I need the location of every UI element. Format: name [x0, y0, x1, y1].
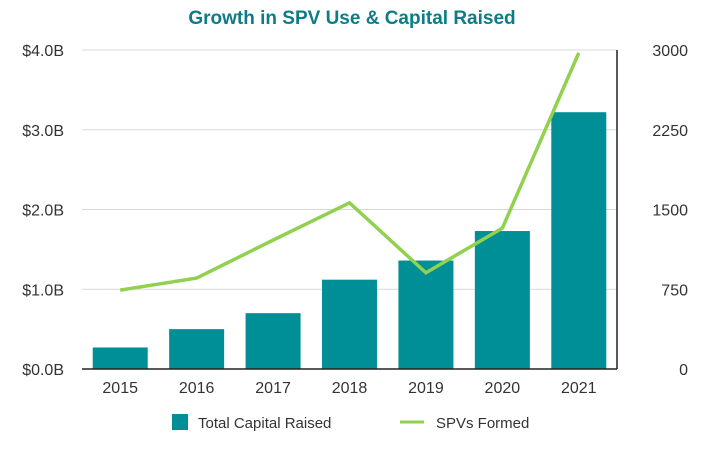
legend: Total Capital Raised SPVs Formed — [172, 414, 529, 432]
bar-2015 — [93, 347, 148, 369]
chart-title: Growth in SPV Use & Capital Raised — [188, 8, 515, 29]
right-tick-label: 3000 — [652, 43, 688, 60]
x-tick-label: 2019 — [408, 380, 444, 397]
x-tick-label: 2021 — [561, 380, 597, 397]
bar-2017 — [246, 313, 301, 369]
right-tick-label: 1500 — [652, 203, 688, 220]
bar-2018 — [322, 280, 377, 369]
x-tick-label: 2017 — [255, 380, 291, 397]
x-tick-label: 2018 — [332, 380, 368, 397]
left-tick-label: $3.0B — [22, 123, 64, 140]
left-tick-label: $0.0B — [22, 362, 64, 379]
bar-2021 — [551, 112, 606, 369]
right-tick-label: 0 — [679, 362, 688, 379]
x-tick-label: 2020 — [485, 380, 521, 397]
bar-2016 — [169, 329, 224, 369]
x-tick-label: 2016 — [179, 380, 215, 397]
bar-2020 — [475, 231, 530, 369]
left-tick-label: $1.0B — [22, 282, 64, 299]
x-tick-label: 2015 — [102, 380, 138, 397]
left-tick-label: $4.0B — [22, 43, 64, 60]
left-tick-label: $2.0B — [22, 203, 64, 220]
legend-label-spvs-formed: SPVs Formed — [436, 415, 529, 432]
bar-2019 — [398, 261, 453, 369]
right-tick-label: 750 — [661, 282, 688, 299]
right-tick-label: 2250 — [652, 123, 688, 140]
legend-label-total-capital-raised: Total Capital Raised — [198, 415, 331, 432]
legend-swatch-total-capital-raised — [172, 414, 188, 430]
